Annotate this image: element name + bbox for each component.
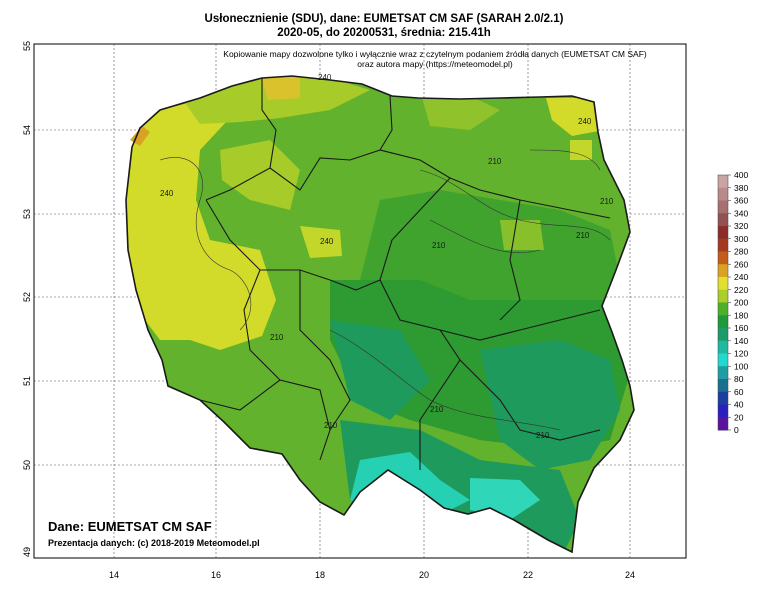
lat-tick-label: 50 xyxy=(22,460,32,470)
contour-label: 210 xyxy=(488,157,502,166)
data-source-label: Dane: EUMETSAT CM SAF xyxy=(48,519,212,534)
colorbar-swatch xyxy=(718,315,728,329)
lat-tick-label: 55 xyxy=(22,41,32,51)
lat-ticks: 55 54 53 52 51 50 49 xyxy=(22,41,32,557)
lat-tick-label: 52 xyxy=(22,292,32,302)
colorbar-tick-label: 100 xyxy=(734,361,748,371)
colorbar-tick-label: 120 xyxy=(734,349,748,359)
map-subtitle: 2020-05, do 20200531, średnia: 215.41h xyxy=(277,27,491,39)
presentation-credit: Prezentacja danych: (c) 2018-2019 Meteom… xyxy=(48,538,260,548)
lon-tick-label: 24 xyxy=(625,570,635,580)
colorbar-tick-label: 400 xyxy=(734,170,748,180)
colorbar-tick-label: 280 xyxy=(734,247,748,257)
colorbar-swatch xyxy=(718,175,728,189)
colorbar-tick-label: 200 xyxy=(734,298,748,308)
colorbar-swatch xyxy=(718,238,728,252)
map-title: Usłonecznienie (SDU), dane: EUMETSAT CM … xyxy=(204,13,564,25)
colorbar-swatch xyxy=(718,366,728,380)
colorbar-tick-label: 360 xyxy=(734,196,748,206)
colorbar-swatch xyxy=(718,391,728,405)
contour-label: 240 xyxy=(318,73,332,82)
colorbar-tick-label: 320 xyxy=(734,221,748,231)
colorbar-tick-label: 20 xyxy=(734,412,744,422)
colorbar-tick-label: 180 xyxy=(734,310,748,320)
contour-label: 210 xyxy=(600,197,614,206)
sunshine-field xyxy=(126,76,634,552)
contour-label: 240 xyxy=(578,117,592,126)
lat-tick-label: 51 xyxy=(22,376,32,386)
colorbar-swatch xyxy=(718,213,728,227)
colorbar-tick-label: 340 xyxy=(734,208,748,218)
colorbar-swatch xyxy=(718,404,728,418)
lon-tick-label: 20 xyxy=(419,570,429,580)
colorbar-tick-label: 0 xyxy=(734,425,739,435)
colorbar-swatch xyxy=(718,200,728,214)
lon-tick-label: 22 xyxy=(523,570,533,580)
country-border xyxy=(125,75,635,554)
contour-label: 210 xyxy=(430,405,444,414)
contour-label: 210 xyxy=(270,333,284,342)
colorbar-tick-label: 160 xyxy=(734,323,748,333)
lat-tick-label: 54 xyxy=(22,125,32,135)
lat-tick-label: 49 xyxy=(22,547,32,557)
colorbar-tick-label: 80 xyxy=(734,374,744,384)
lat-tick-label: 53 xyxy=(22,209,32,219)
colorbar-swatch xyxy=(718,340,728,354)
colorbar-tick-label: 380 xyxy=(734,183,748,193)
colorbar-swatch xyxy=(718,379,728,393)
copyright-notice-line2: oraz autora mapy (https://meteomodel.pl) xyxy=(357,59,513,69)
colorbar-tick-label: 40 xyxy=(734,400,744,410)
colorbar-swatch xyxy=(718,328,728,342)
colorbar-tick-label: 260 xyxy=(734,259,748,269)
colorbar-tick-label: 300 xyxy=(734,234,748,244)
lon-tick-label: 14 xyxy=(109,570,119,580)
contour-label: 210 xyxy=(536,431,550,440)
colorbar-swatch xyxy=(718,417,728,431)
colorbar: 4003803603403203002802602402202001801601… xyxy=(717,170,748,435)
lon-tick-label: 16 xyxy=(211,570,221,580)
colorbar-swatch xyxy=(718,289,728,303)
contour-label: 210 xyxy=(576,231,590,240)
contour-lines xyxy=(159,149,611,431)
colorbar-swatch xyxy=(718,251,728,265)
contour-label: 210 xyxy=(324,421,338,430)
colorbar-tick-label: 60 xyxy=(734,387,744,397)
colorbar-tick-label: 220 xyxy=(734,285,748,295)
region-borders xyxy=(199,78,611,470)
colorbar-swatch xyxy=(718,264,728,278)
colorbar-swatch xyxy=(718,302,728,316)
lon-ticks: 14 16 18 20 22 24 xyxy=(109,570,635,580)
colorbar-tick-label: 140 xyxy=(734,336,748,346)
copyright-notice-line1: Kopiowanie mapy dozwolone tylko i wyłącz… xyxy=(223,49,647,59)
contour-label: 240 xyxy=(160,189,174,198)
colorbar-tick-label: 240 xyxy=(734,272,748,282)
colorbar-swatch xyxy=(718,353,728,367)
contour-label: 240 xyxy=(320,237,334,246)
contour-labels: 240 240 240 240 210 210 210 210 210 210 … xyxy=(160,73,614,440)
colorbar-swatch xyxy=(718,226,728,240)
lon-tick-label: 18 xyxy=(315,570,325,580)
colorbar-swatch xyxy=(718,277,728,291)
colorbar-swatch xyxy=(718,187,728,201)
contour-label: 210 xyxy=(432,241,446,250)
